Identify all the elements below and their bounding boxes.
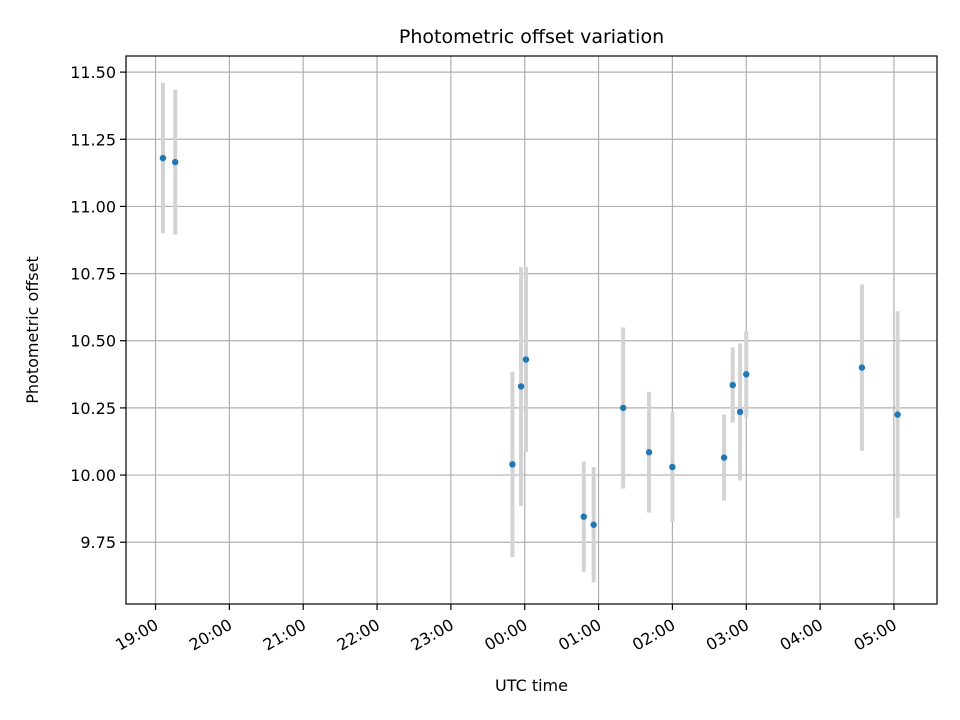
y-axis-title: Photometric offset [23,256,42,404]
y-tick-label: 11.00 [70,197,116,216]
y-tick-label: 10.00 [70,466,116,485]
data-point [736,408,744,416]
data-point [669,463,676,471]
chart-title: Photometric offset variation [399,26,664,48]
data-point [894,411,901,418]
data-point [509,461,516,468]
y-tick-label: 11.50 [70,63,116,82]
y-tick-label: 11.25 [70,130,116,149]
data-point [619,404,627,412]
data-point [729,381,736,389]
data-points [159,154,901,528]
data-point [720,454,728,461]
y-tick-label: 10.50 [70,332,116,351]
data-point [645,449,653,456]
y-axis-ticks: 9.75 10.00 10.25 10.50 10.75 11.00 11.25 11.50 [70,63,126,552]
data-point [522,356,530,363]
data-point [858,364,866,371]
y-tick-label: 10.75 [70,265,116,284]
data-point [517,383,525,390]
data-point [580,513,588,520]
data-point [172,158,179,166]
data-point [590,521,597,528]
y-tick-label: 10.25 [70,399,116,418]
data-point [159,154,167,162]
y-tick-label: 9.75 [80,533,116,552]
data-point [743,371,750,378]
grid [126,56,937,604]
plot-area-frame [125,55,938,605]
x-axis-title: UTC time [495,676,568,695]
